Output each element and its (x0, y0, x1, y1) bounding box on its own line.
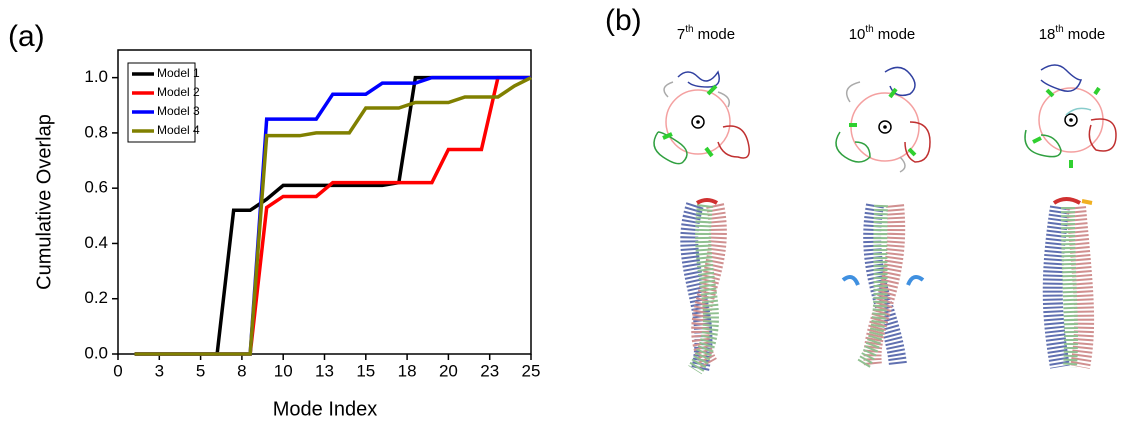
mode-suffix: th (865, 24, 873, 35)
x-tick-label: 25 (522, 361, 541, 380)
y-axis-label: Cumulative Overlap (33, 114, 55, 290)
panel-label: (a) (8, 20, 45, 53)
x-tick-label: 5 (196, 361, 205, 380)
mode-number: 7 (677, 26, 685, 43)
mode-label: 7th mode (677, 24, 735, 43)
mode-suffix: th (685, 24, 693, 35)
y-tick-label: 0.4 (84, 233, 108, 252)
y-tick-label: 0.8 (84, 122, 108, 141)
line (134, 76, 532, 356)
illustration (653, 64, 1117, 375)
mode-label: 18th mode (1039, 24, 1106, 43)
x-tick-label: 20 (439, 361, 458, 380)
legend-box (127, 62, 196, 143)
y-tick-label: 0.0 (84, 343, 108, 362)
legend-label: Model 2 (157, 85, 200, 99)
x-tick-label: 8 (237, 361, 246, 380)
x-tick-label: 23 (480, 361, 499, 380)
mode-text: mode (698, 26, 736, 43)
mode-text: mode (1068, 26, 1106, 43)
x-tick-label: 0 (113, 361, 122, 380)
y-tick-label: 0.6 (84, 178, 108, 197)
x-axis-label: Mode Index (273, 398, 378, 420)
x-tick-label: 15 (356, 361, 375, 380)
x-tick-label: 10 (274, 361, 293, 380)
y-tick-label: 1.0 (84, 67, 108, 86)
mode-label: 10th mode (849, 24, 916, 43)
legend-label: Model 1 (157, 66, 200, 80)
legend-label: Model 4 (157, 123, 200, 137)
x-tick-label: 3 (155, 361, 164, 380)
mode-suffix: th (1055, 24, 1063, 35)
legend-label: Model 3 (157, 104, 200, 118)
mode-number: 10 (849, 26, 866, 43)
x-tick-label: 18 (398, 361, 417, 380)
panel-label: (b) (605, 4, 642, 37)
y-tick-label: 0.2 (84, 288, 108, 307)
x-tick-label: 13 (315, 361, 334, 380)
mode-text: mode (878, 26, 916, 43)
mode-number: 18 (1039, 26, 1056, 43)
mode-labels: 7th mode 10th mode 18th mode (677, 24, 1105, 43)
